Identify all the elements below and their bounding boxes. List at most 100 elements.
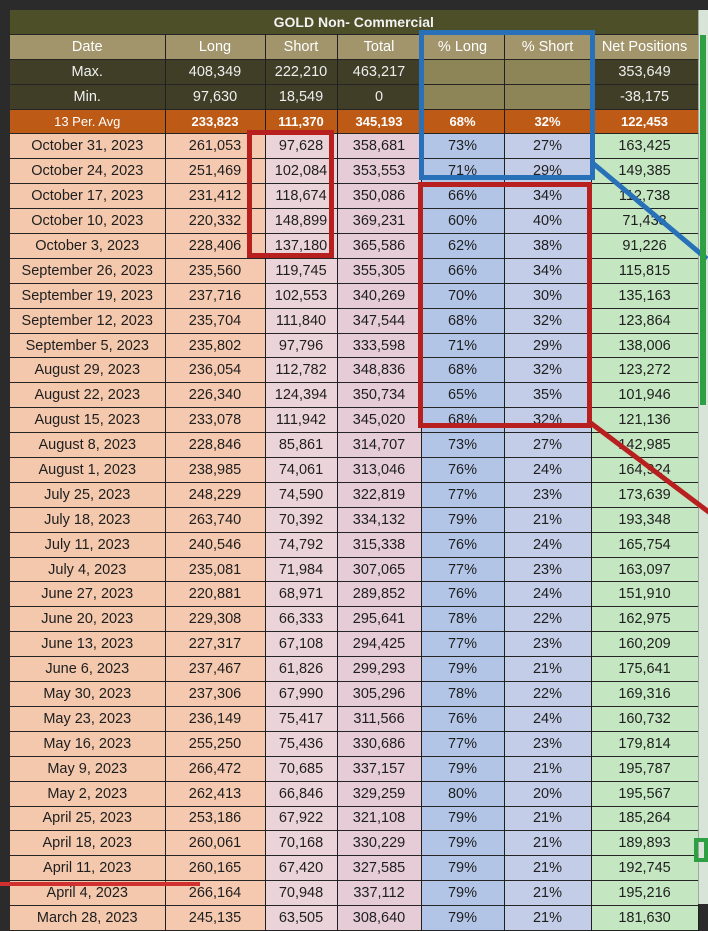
cell-short[interactable]: 63,505 — [265, 905, 338, 931]
cell-net[interactable]: 195,567 — [591, 781, 699, 807]
cell-short[interactable]: 148,899 — [265, 208, 338, 235]
cell-pct-short[interactable]: 23% — [504, 557, 592, 583]
cell-pct-long[interactable]: 73% — [421, 133, 505, 160]
cell-net[interactable]: 160,209 — [591, 631, 699, 658]
cell-pct-short[interactable]: 24% — [504, 706, 592, 732]
cell-short[interactable]: 119,745 — [265, 258, 338, 284]
cell-pct-long[interactable]: 76% — [421, 457, 505, 483]
cell-date[interactable]: September 12, 2023 — [10, 308, 166, 334]
header-net-positions[interactable]: Net Positions — [591, 34, 699, 60]
cell-date[interactable]: May 23, 2023 — [10, 706, 166, 732]
cell-total[interactable]: 313,046 — [337, 457, 422, 483]
cell-pct-long[interactable]: 77% — [421, 731, 505, 757]
cell-pct-long[interactable]: 79% — [421, 905, 505, 931]
cell-date[interactable]: April 11, 2023 — [10, 855, 166, 882]
cell-total[interactable]: 333,598 — [337, 333, 422, 359]
cell-pct-short[interactable]: 21% — [504, 830, 592, 857]
cell-pct-short[interactable]: 40% — [504, 208, 592, 235]
cell-pct-short[interactable]: 27% — [504, 432, 592, 459]
cell-long[interactable]: 260,165 — [165, 855, 266, 882]
cell-long[interactable]: 240,546 — [165, 532, 266, 558]
cell-date[interactable]: August 29, 2023 — [10, 357, 166, 384]
cell-short[interactable]: 111,840 — [265, 308, 338, 334]
cell-date[interactable]: April 18, 2023 — [10, 830, 166, 857]
cell-total[interactable]: 330,686 — [337, 731, 422, 757]
cell-total[interactable]: 337,112 — [337, 880, 422, 907]
cell-total[interactable]: 315,338 — [337, 532, 422, 558]
cell-total[interactable]: 329,259 — [337, 781, 422, 807]
max-net[interactable]: 353,649 — [591, 59, 699, 85]
cell-short[interactable]: 85,861 — [265, 432, 338, 459]
cell-pct-short[interactable]: 24% — [504, 532, 592, 558]
cell-total[interactable]: 347,544 — [337, 308, 422, 334]
cell-short[interactable]: 70,168 — [265, 830, 338, 857]
header-long[interactable]: Long — [165, 34, 266, 60]
cell-short[interactable]: 112,782 — [265, 357, 338, 384]
cell-short[interactable]: 111,942 — [265, 407, 338, 434]
cell-pct-long[interactable]: 79% — [421, 830, 505, 857]
cell-short[interactable]: 75,417 — [265, 706, 338, 732]
cell-pct-long[interactable]: 77% — [421, 631, 505, 658]
cell-pct-short[interactable]: 23% — [504, 631, 592, 658]
cell-net[interactable]: 181,630 — [591, 905, 699, 931]
cell-pct-long[interactable]: 66% — [421, 183, 505, 210]
cell-date[interactable]: August 22, 2023 — [10, 382, 166, 409]
cell-long[interactable]: 236,149 — [165, 706, 266, 732]
cell-pct-short[interactable]: 20% — [504, 781, 592, 807]
cell-date[interactable]: July 25, 2023 — [10, 482, 166, 508]
cell-total[interactable]: 350,734 — [337, 382, 422, 409]
cell-pct-long[interactable]: 77% — [421, 482, 505, 508]
cell-pct-short[interactable]: 21% — [504, 756, 592, 782]
cell-pct-long[interactable]: 79% — [421, 656, 505, 683]
cell-short[interactable]: 102,084 — [265, 158, 338, 185]
min-pct-long[interactable] — [421, 84, 505, 110]
cell-pct-long[interactable]: 79% — [421, 806, 505, 832]
cell-pct-long[interactable]: 68% — [421, 308, 505, 334]
header-total[interactable]: Total — [337, 34, 422, 60]
cell-pct-long[interactable]: 76% — [421, 581, 505, 608]
cell-short[interactable]: 74,061 — [265, 457, 338, 483]
cell-short[interactable]: 67,922 — [265, 806, 338, 832]
cell-pct-short[interactable]: 35% — [504, 382, 592, 409]
cell-net[interactable]: 71,433 — [591, 208, 699, 235]
cell-total[interactable]: 348,836 — [337, 357, 422, 384]
cell-net[interactable]: 195,216 — [591, 880, 699, 907]
max-long[interactable]: 408,349 — [165, 59, 266, 85]
cell-total[interactable]: 311,566 — [337, 706, 422, 732]
cell-short[interactable]: 68,971 — [265, 581, 338, 608]
cell-pct-long[interactable]: 68% — [421, 407, 505, 434]
cell-long[interactable]: 235,081 — [165, 557, 266, 583]
cell-total[interactable]: 289,852 — [337, 581, 422, 608]
cell-short[interactable]: 67,990 — [265, 681, 338, 707]
max-short[interactable]: 222,210 — [265, 59, 338, 85]
max-pct-long[interactable] — [421, 59, 505, 85]
cell-pct-long[interactable]: 79% — [421, 880, 505, 907]
cell-total[interactable]: 353,553 — [337, 158, 422, 185]
avg-pct-short[interactable]: 32% — [504, 109, 592, 135]
min-short[interactable]: 18,549 — [265, 84, 338, 110]
avg-net[interactable]: 122,453 — [591, 109, 699, 135]
cell-net[interactable]: 193,348 — [591, 507, 699, 533]
cell-total[interactable]: 369,231 — [337, 208, 422, 235]
cell-short[interactable]: 137,180 — [265, 233, 338, 259]
cell-pct-long[interactable]: 76% — [421, 532, 505, 558]
cell-pct-long[interactable]: 79% — [421, 507, 505, 533]
cell-total[interactable]: 340,269 — [337, 283, 422, 309]
cell-long[interactable]: 231,412 — [165, 183, 266, 210]
cell-net[interactable]: 192,745 — [591, 855, 699, 882]
cell-long[interactable]: 266,472 — [165, 756, 266, 782]
cell-pct-short[interactable]: 29% — [504, 333, 592, 359]
cell-net[interactable]: 195,787 — [591, 756, 699, 782]
cell-date[interactable]: October 24, 2023 — [10, 158, 166, 185]
cell-pct-short[interactable]: 21% — [504, 905, 592, 931]
cell-short[interactable]: 70,685 — [265, 756, 338, 782]
cell-short[interactable]: 75,436 — [265, 731, 338, 757]
cell-short[interactable]: 61,826 — [265, 656, 338, 683]
cell-net[interactable]: 163,097 — [591, 557, 699, 583]
cell-pct-long[interactable]: 78% — [421, 681, 505, 707]
cell-date[interactable]: October 17, 2023 — [10, 183, 166, 210]
header-pct-short[interactable]: % Short — [504, 34, 592, 60]
cell-short[interactable]: 66,846 — [265, 781, 338, 807]
cell-pct-long[interactable]: 60% — [421, 208, 505, 235]
cell-date[interactable]: April 25, 2023 — [10, 806, 166, 832]
